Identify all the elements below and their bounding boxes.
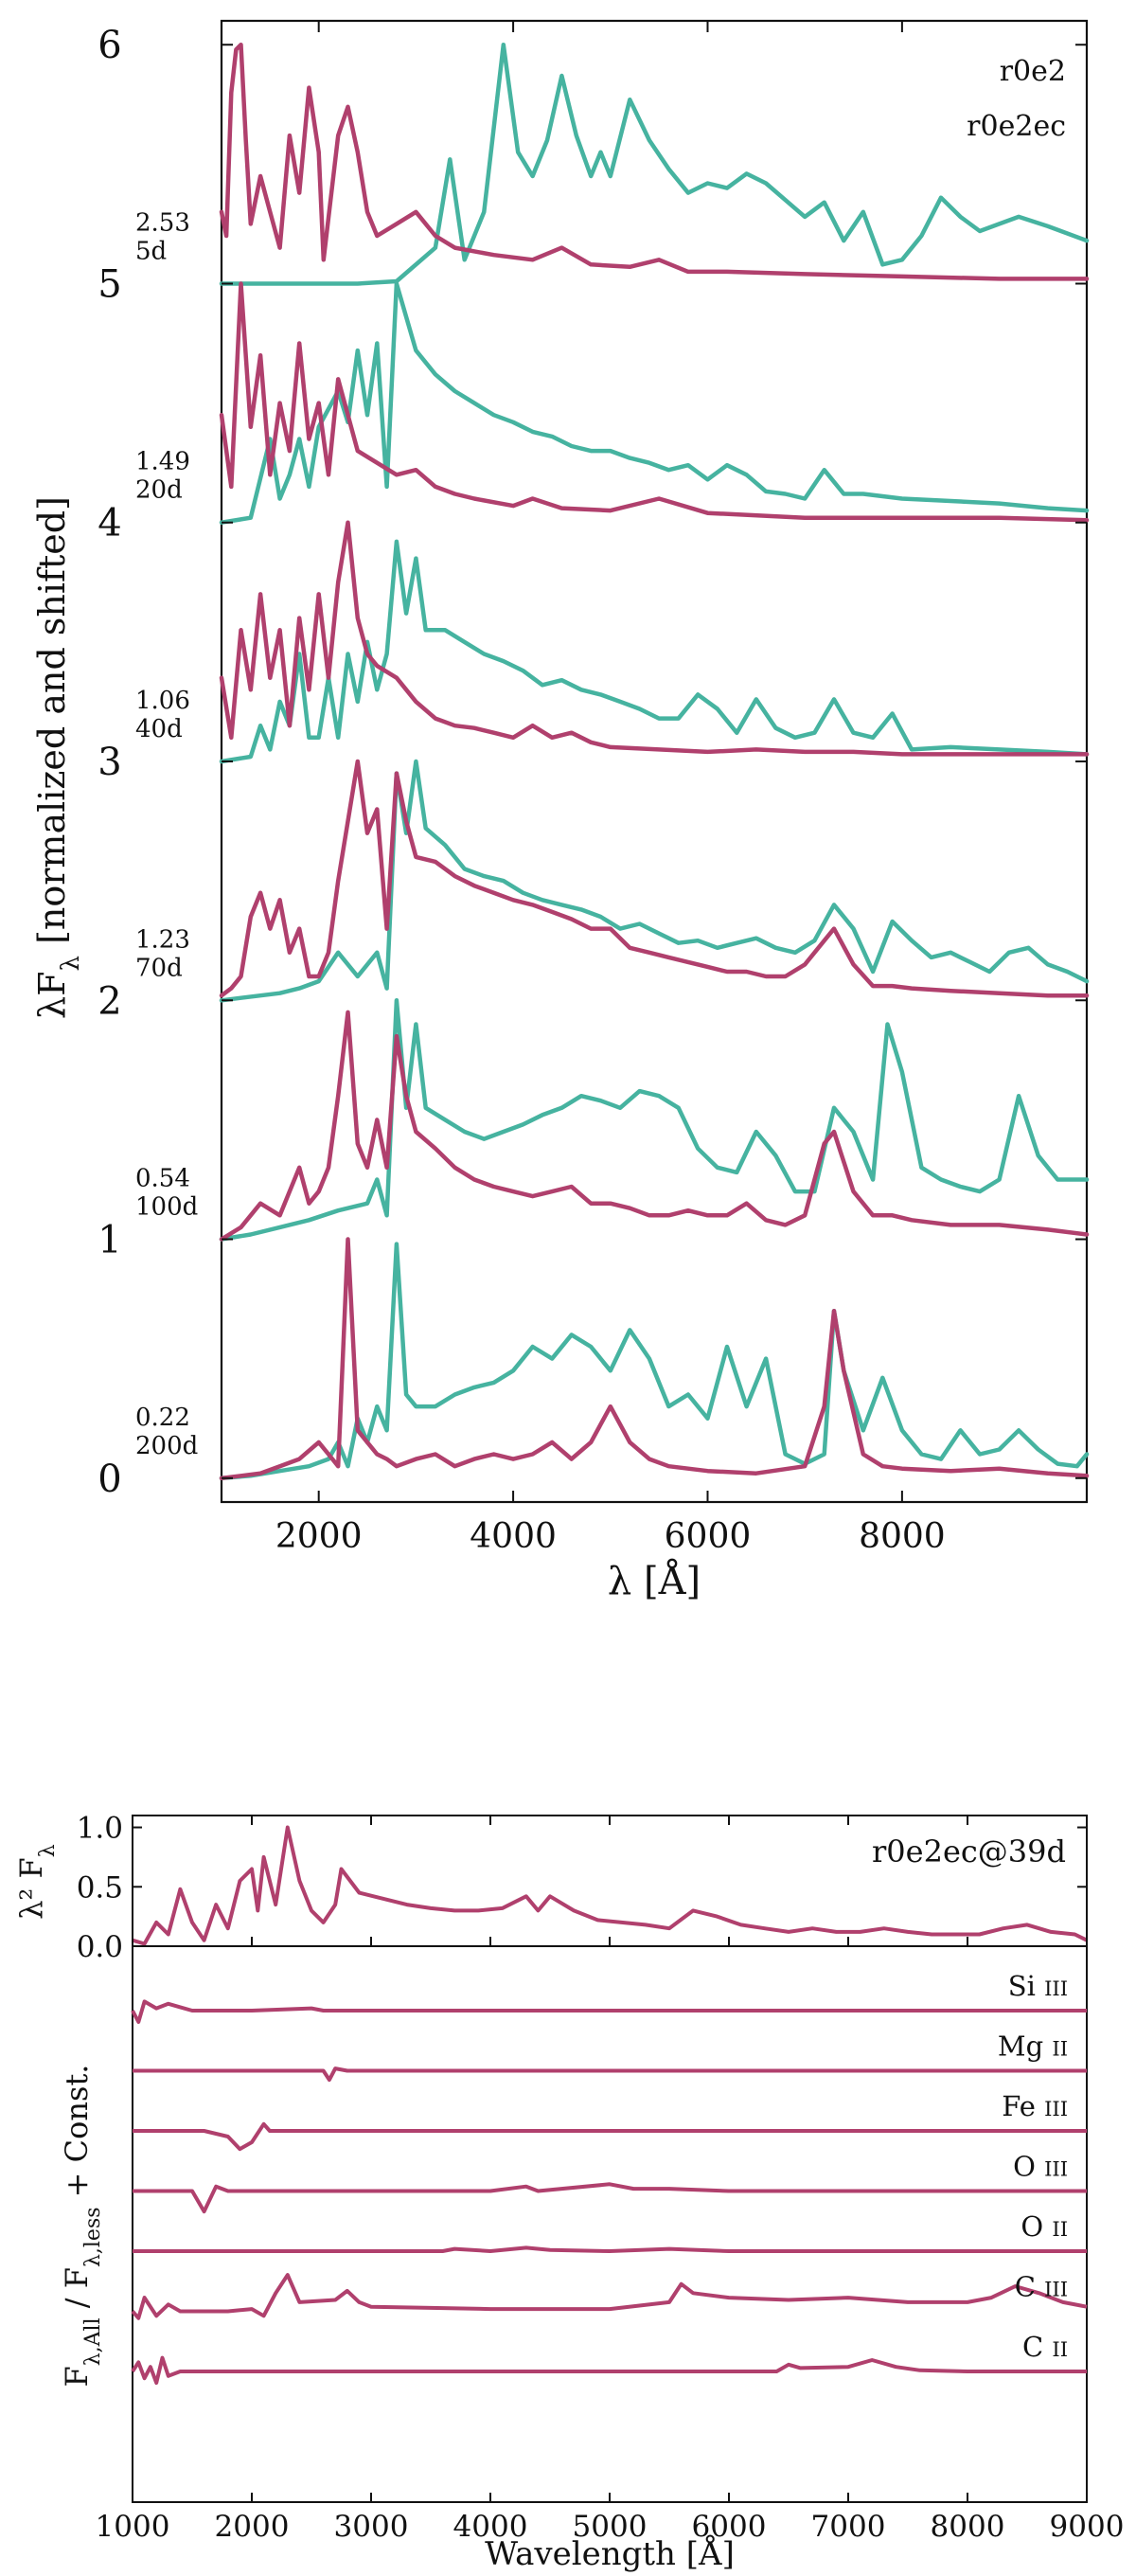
ion-ratio-O-III [133, 2182, 1087, 2214]
top-y-axis-ticks: 0 1 2 3 4 5 6 [98, 24, 1087, 1501]
y-tick-label: 6 [98, 24, 121, 67]
legend-r0e2: r0e2 [1000, 55, 1066, 88]
ion-x-tick-label: 9000 [1050, 2510, 1125, 2544]
y-tick-label: 0 [98, 1458, 121, 1501]
ion-ratio-O-II [133, 2245, 1087, 2253]
epoch-day-label: 5d [135, 237, 167, 265]
top-x-axis-title: λ [Å] [608, 1559, 701, 1603]
legend-r0e2ec-39d: r0e2ec@39d [872, 1834, 1066, 1869]
top-spectra-lines [219, 42, 1090, 1481]
ion-x-tick-label: 6000 [692, 2510, 767, 2544]
x-tick-label: 6000 [665, 1517, 752, 1556]
ion-x-axis-title: Wavelength [Å] [485, 2534, 735, 2573]
spectrum-r0e2-40d [219, 539, 1090, 764]
top-y-axis-title: λFλ [normalized and shifted] [31, 496, 85, 1019]
spectrum-r0e2ec-20d [219, 281, 1090, 523]
flux-panel: 0.0 0.5 1.0 r0e2ec@39d λ² Fλ [13, 1812, 1088, 1964]
spectrum-r0e2-5d [219, 42, 1090, 286]
x-tick-label: 2000 [275, 1517, 363, 1556]
spectrum-r0e2ec-200d [219, 1237, 1090, 1481]
ion-ratio-C-II [131, 2355, 1087, 2385]
x-tick-label: 8000 [859, 1517, 946, 1556]
y-tick-label: 1 [98, 1219, 121, 1262]
ion-label: C III [1015, 2271, 1068, 2303]
epoch-scale-label: 1.06 [135, 687, 190, 715]
ion-ratio-Si-III [131, 1999, 1087, 2024]
ion-ratio-lines [131, 1999, 1088, 2385]
ion-x-axis-ticks: 1000 2000 3000 4000 5000 6000 7000 8000 9000 [96, 2493, 1125, 2544]
spectrum-r0e2ec-100d [219, 1010, 1090, 1242]
ion-x-tick-label: 8000 [931, 2510, 1005, 2544]
ion-x-tick-label: 3000 [334, 2510, 409, 2544]
ion-ratio-Mg-II [133, 2066, 1087, 2083]
epoch-day-label: 200d [135, 1432, 198, 1460]
top-x-axis-ticks: 2000 4000 6000 8000 [275, 21, 946, 1556]
flux-y-axis-ticks: 0.0 0.5 1.0 [77, 1812, 1087, 1964]
ion-label: O III [1013, 2151, 1068, 2183]
flux-y-tick-label: 0.5 [77, 1870, 123, 1905]
spectrum-r0e2ec-5d [219, 42, 1090, 281]
ion-x-tick-label: 1000 [96, 2510, 170, 2544]
ion-label: O II [1021, 2210, 1068, 2243]
ion-plot-frame [132, 1945, 1088, 2503]
epoch-day-label: 40d [135, 715, 183, 743]
flux-y-tick-label: 0.0 [77, 1930, 123, 1964]
epoch-day-label: 70d [135, 954, 183, 982]
y-tick-label: 5 [98, 262, 121, 306]
epoch-scale-label: 0.54 [135, 1165, 190, 1193]
spectrum-r0e2-200d [219, 1242, 1090, 1481]
ion-x-tick-label: 7000 [811, 2510, 886, 2544]
ion-labels: Si III Mg II Fe III O III O II C III C II [998, 1970, 1068, 2363]
y-tick-label: 4 [98, 502, 121, 546]
flux-x-axis-ticks [132, 1816, 1088, 1946]
ion-ratio-C-III [131, 2273, 1088, 2320]
ion-x-tick-label: 2000 [215, 2510, 290, 2544]
ion-label: Fe III [1002, 2090, 1068, 2122]
legend-r0e2ec: r0e2ec [967, 110, 1066, 143]
spectrum-r0e2ec-40d [219, 520, 1090, 757]
flux-line [132, 1825, 1088, 1946]
epoch-scale-label: 0.22 [135, 1404, 190, 1432]
epoch-scale-label: 2.53 [135, 208, 190, 237]
ion-ratio-panel: Si III Mg II Fe III O III O II C III C II 1000… [59, 1945, 1125, 2573]
flux-y-axis-title: λ² Fλ [13, 1844, 60, 1919]
ion-y-axis-title: Fλ,All / Fλ,less + Const. [59, 2065, 105, 2388]
ion-x-tick-label: 5000 [573, 2510, 648, 2544]
flux-spectrum [132, 1825, 1088, 1946]
ion-label: C II [1022, 2331, 1068, 2363]
spectrum-r0e2ec-70d [219, 759, 1090, 998]
ion-label: Si III [1008, 1970, 1068, 2002]
ion-x-tick-label: 4000 [453, 2510, 528, 2544]
flux-y-tick-label: 1.0 [77, 1812, 123, 1846]
epoch-scale-label: 1.23 [135, 925, 190, 954]
epoch-scale-label: 1.49 [135, 448, 190, 476]
ion-ratio-Fe-III [133, 2121, 1087, 2152]
ion-label: Mg II [998, 2030, 1068, 2063]
y-tick-label: 3 [98, 741, 121, 784]
epoch-day-label: 100d [135, 1193, 198, 1222]
spectrum-r0e2-70d [219, 759, 1090, 1003]
y-tick-label: 2 [98, 979, 121, 1023]
x-tick-label: 4000 [470, 1517, 557, 1556]
epoch-day-label: 20d [135, 476, 183, 505]
spectrum-r0e2-20d [219, 281, 1090, 525]
